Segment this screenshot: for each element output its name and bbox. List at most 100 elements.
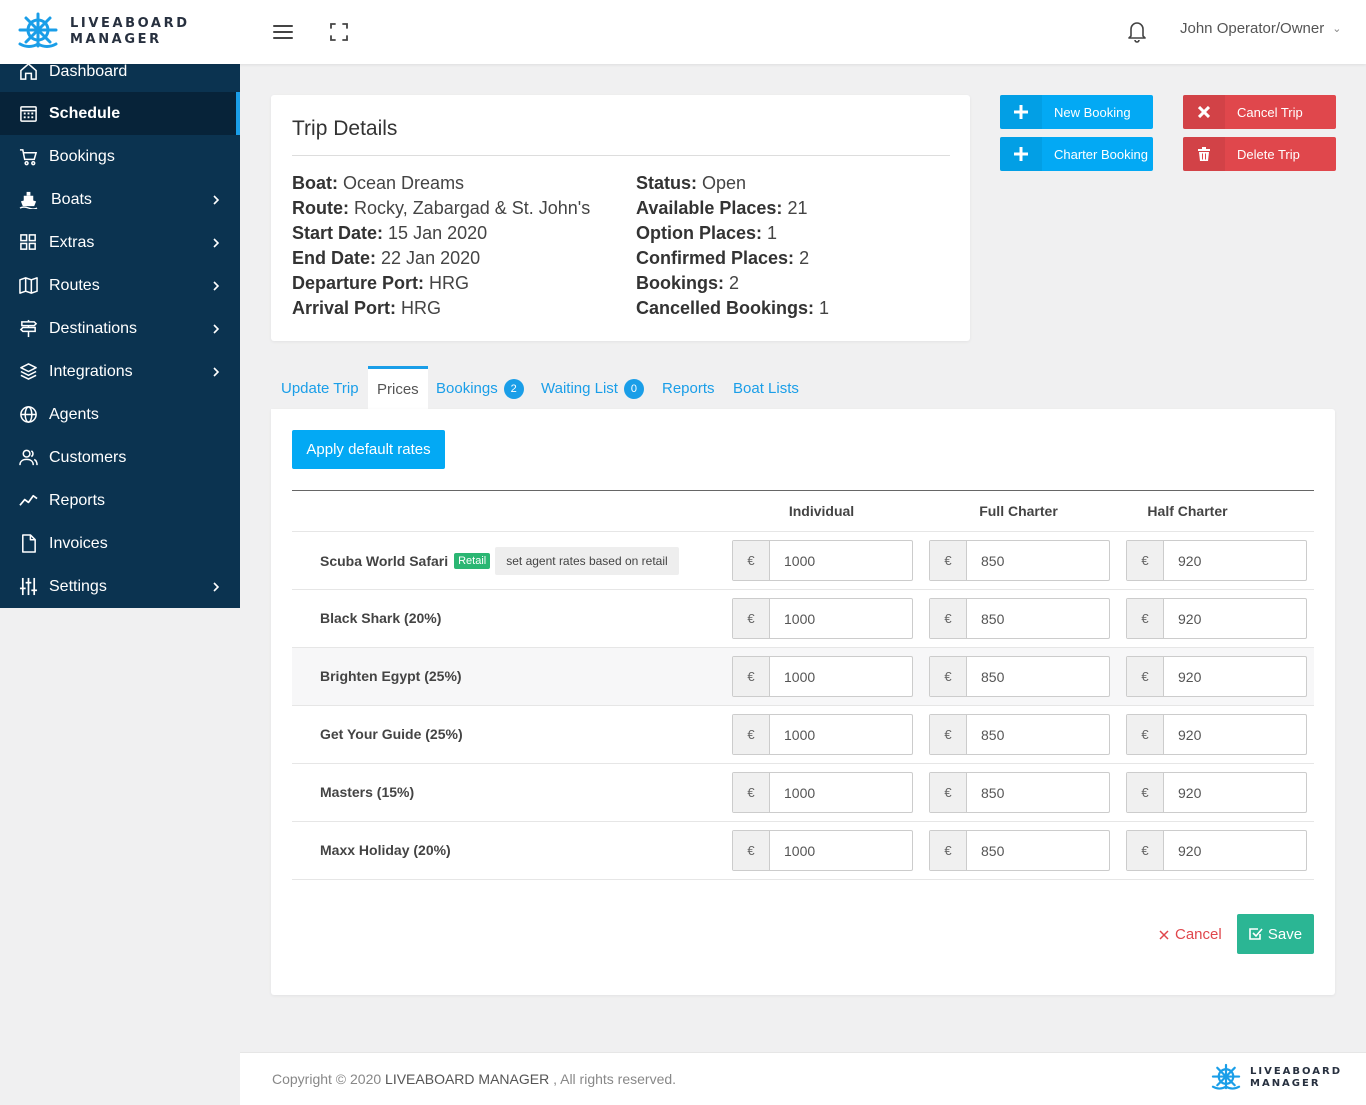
trip-details-card: Trip Details Boat: Ocean Dreams Route: R… [271,95,970,341]
tab-prices[interactable]: Prices [368,366,428,409]
price-individual-input[interactable] [770,541,912,580]
copyright-prefix: Copyright © 2020 [272,1071,382,1087]
tab-label: Update Trip [281,380,359,397]
euro-icon: € [733,831,770,870]
price-full-charter-input[interactable] [967,657,1109,696]
tab-boat-lists[interactable]: Boat Lists [733,368,799,409]
tab-update-trip[interactable]: Update Trip [281,368,359,409]
agent-name: Maxx Holiday (20%) [320,842,451,858]
cancel-button[interactable]: Cancel [1159,926,1222,943]
price-individual-input[interactable] [770,657,912,696]
trash-icon [1183,137,1225,171]
sidebar-item-bookings[interactable]: Bookings [0,135,240,178]
detail-cancelled-bookings: Cancelled Bookings: 1 [636,298,830,318]
euro-icon: € [1127,599,1164,638]
brand-line-1: LIVEABOARD [1250,1066,1342,1077]
cancel-trip-label: Cancel Trip [1237,104,1303,120]
tab-reports[interactable]: Reports [662,368,715,409]
prices-panel: Apply default rates Individual Full Char… [271,409,1335,995]
price-half-charter-input[interactable] [1164,831,1306,870]
sidebar-item-label: Destinations [49,319,138,337]
sidebar-item-label: Schedule [49,104,121,122]
price-full-charter-input[interactable] [967,831,1109,870]
tab-waiting-list[interactable]: Waiting List 0 [541,368,644,409]
save-button[interactable]: Save [1237,914,1314,954]
price-full-charter: € [929,714,1110,755]
price-half-charter-input[interactable] [1164,541,1306,580]
tab-bookings[interactable]: Bookings 2 [436,368,524,409]
agent-name: Scuba World Safari Retail set agent rate… [320,547,679,575]
chevron-right-icon [213,281,220,291]
cart-icon [19,149,38,166]
new-booking-label: New Booking [1054,104,1131,120]
detail-departure-port: Departure Port: HRG [292,273,470,293]
menu-toggle-icon[interactable] [272,22,294,42]
chevron-right-icon [213,582,220,592]
cancel-trip-button[interactable]: Cancel Trip [1183,95,1336,129]
sidebar-item-dashboard[interactable]: Dashboard [0,50,240,93]
table-row: Masters (15%) € € € [292,763,1314,821]
brand-name: LIVEABOARD MANAGER [70,16,190,48]
sidebar-item-schedule[interactable]: Schedule [0,92,240,135]
sidebar-item-routes[interactable]: Routes [0,264,240,307]
copyright-brand[interactable]: LIVEABOARD MANAGER [385,1071,550,1087]
sidebar-item-agents[interactable]: Agents [0,393,240,436]
chevron-right-icon [213,324,220,334]
price-half-charter-input[interactable] [1164,715,1306,754]
delete-trip-button[interactable]: Delete Trip [1183,137,1336,171]
ship-icon [19,191,38,209]
price-full-charter-input[interactable] [967,773,1109,812]
price-individual-input[interactable] [770,773,912,812]
price-individual-input[interactable] [770,599,912,638]
price-individual-input[interactable] [770,715,912,754]
apply-default-rates-button[interactable]: Apply default rates [292,430,445,469]
price-half-charter-input[interactable] [1164,599,1306,638]
column-header-individual: Individual [788,503,855,519]
price-full-charter-input[interactable] [967,715,1109,754]
brand-logo[interactable]: LIVEABOARD MANAGER [16,12,190,52]
sidebar-item-boats[interactable]: Boats [0,178,240,221]
price-full-charter-input[interactable] [967,541,1109,580]
retail-badge: Retail [454,553,491,569]
price-full-charter-input[interactable] [967,599,1109,638]
price-half-charter-input[interactable] [1164,657,1306,696]
price-half-charter: € [1126,714,1307,755]
sidebar-item-label: Boats [51,190,92,208]
detail-boat: Boat: Ocean Dreams [292,173,465,193]
euro-icon: € [930,773,967,812]
cancel-label: Cancel [1175,926,1222,943]
price-half-charter: € [1126,830,1307,871]
sidebar-item-customers[interactable]: Customers [0,436,240,479]
sidebar-item-destinations[interactable]: Destinations [0,307,240,350]
charter-booking-button[interactable]: Charter Booking [1000,137,1153,171]
sidebar-item-settings[interactable]: Settings [0,565,240,608]
sidebar-item-reports[interactable]: Reports [0,479,240,522]
euro-icon: € [1127,831,1164,870]
ship-wheel-icon [18,12,58,48]
sidebar-item-extras[interactable]: Extras [0,221,240,264]
fullscreen-icon[interactable] [329,22,349,42]
sidebar-item-integrations[interactable]: Integrations [0,350,240,393]
user-menu[interactable]: John Operator/Owner ⌄ [1180,20,1341,37]
footer: Copyright © 2020 LIVEABOARD MANAGER , Al… [240,1052,1366,1105]
price-individual: € [732,714,913,755]
euro-icon: € [733,657,770,696]
set-agent-rates-button[interactable]: set agent rates based on retail [495,547,679,575]
price-full-charter: € [929,540,1110,581]
euro-icon: € [930,541,967,580]
sidebar-item-label: Customers [49,448,127,466]
euro-icon: € [1127,715,1164,754]
detail-status: Status: Open [636,173,747,193]
euro-icon: € [733,541,770,580]
close-icon [1159,929,1169,940]
save-label: Save [1267,925,1303,943]
detail-end-date: End Date: 22 Jan 2020 [292,248,481,268]
euro-icon: € [930,715,967,754]
trip-details-right: Status: Open Available Places: 21 Option… [636,171,829,321]
new-booking-button[interactable]: New Booking [1000,95,1153,129]
sidebar-item-invoices[interactable]: Invoices [0,522,240,565]
notification-bell-icon[interactable] [1126,19,1148,43]
price-half-charter-input[interactable] [1164,773,1306,812]
sidebar: Dashboard Schedule Bookings Boats Extras… [0,63,240,608]
price-individual-input[interactable] [770,831,912,870]
